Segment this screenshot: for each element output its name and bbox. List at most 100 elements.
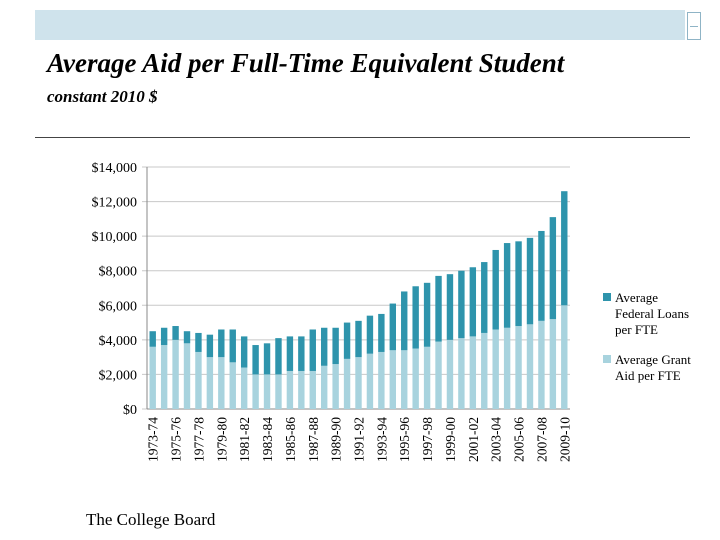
bar-loan-1980-81 [229,329,236,363]
page-title: Average Aid per Full-Time Equivalent Stu… [47,48,565,78]
bar-grant-1998-99 [435,341,442,409]
x-tick-label: 1977-78 [191,417,206,462]
bar-loan-1988-89 [321,327,328,366]
bar-grant-1974-75 [160,345,168,409]
y-tick-label: $0 [123,403,137,418]
bar-grant-2007-08 [538,320,545,409]
bar-grant-1975-76 [172,339,179,409]
bar-grant-1987-88 [309,370,316,409]
bar-grant-2002-03 [481,332,488,409]
bar-loan-1991-92 [355,320,362,358]
bar-grant-1991-92 [355,357,362,409]
legend-label: Average Grant Aid per FTE [615,352,691,383]
legend-swatch [603,293,611,301]
bar-grant-1990-91 [343,358,351,409]
bar-loan-1974-75 [160,327,168,346]
y-tick-label: $14,000 [92,161,138,176]
bar-loan-1977-78 [195,332,202,352]
bar-loan-1986-87 [298,336,305,371]
bar-grant-1977-78 [195,351,202,409]
bar-loan-2007-08 [538,230,545,321]
x-tick-label: 1973-74 [146,417,161,462]
bar-loan-1979-80 [218,329,225,358]
bar-loan-1978-79 [206,334,214,358]
bar-loan-1995-96 [401,291,408,351]
bar-loan-1982-83 [252,345,259,375]
bar-grant-1976-77 [183,343,191,409]
bar-grant-2009-10 [561,305,568,409]
bar-loan-1998-99 [435,275,442,342]
y-tick-label: $6,000 [99,299,138,314]
legend-label: Average Federal Loans per FTE [615,290,689,337]
y-tick-label: $12,000 [92,196,138,211]
bar-loan-1999-00 [446,274,454,340]
x-tick-label: 1991-92 [352,417,367,462]
x-tick-label: 2007-08 [534,417,549,462]
x-tick-label: 2001-02 [466,417,481,462]
bar-grant-2000-01 [458,338,465,409]
bar-grant-1994-95 [389,350,396,409]
bar-loan-2004-05 [503,243,511,328]
bar-loan-1989-90 [332,327,339,365]
bar-grant-1980-81 [229,362,236,409]
y-tick-label: $4,000 [99,334,138,349]
bar-loan-1981-82 [240,336,248,368]
header-band [35,10,685,40]
bar-grant-2005-06 [515,326,522,409]
x-tick-label: 2003-04 [489,417,504,462]
bar-grant-1983-84 [263,374,271,409]
bar-loan-2002-03 [481,262,488,333]
x-tick-label: 1999-00 [443,417,458,462]
bar-grant-2001-02 [469,336,477,409]
bar-grant-2006-07 [526,324,534,409]
bar-loan-1985-86 [286,336,294,371]
bar-grant-1988-89 [321,365,328,409]
bar-loan-1973-74 [149,331,156,347]
bar-grant-2003-04 [492,329,499,409]
bar-loan-1976-77 [183,331,191,344]
bar-grant-1992-93 [366,353,374,409]
bar-grant-1984-85 [275,374,282,409]
bar-grant-1982-83 [252,374,259,409]
bar-loan-2006-07 [526,237,534,325]
bar-loan-1996-97 [412,286,419,349]
x-tick-label: 1975-76 [169,417,184,462]
y-tick-label: $8,000 [99,265,138,280]
bar-loan-2005-06 [515,241,522,327]
bar-grant-1979-80 [218,357,225,409]
bar-loan-1987-88 [309,329,316,371]
bar-grant-1993-94 [378,351,385,409]
bar-grant-2004-05 [503,327,511,409]
y-tick-label: $10,000 [92,230,138,245]
bar-loan-1992-93 [366,315,374,354]
bar-grant-1981-82 [240,367,248,409]
x-tick-label: 1987-88 [306,417,321,462]
bar-loan-2001-02 [469,267,477,337]
bar-loan-1990-91 [343,322,351,359]
x-tick-label: 1997-98 [420,417,435,462]
bar-loan-2003-04 [492,249,499,330]
bar-loan-1994-95 [389,303,396,351]
bar-loan-1993-94 [378,313,385,352]
bar-loan-1984-85 [275,338,282,375]
x-tick-label: 2005-06 [512,417,527,462]
x-tick-label: 1989-90 [329,417,344,462]
x-tick-label: 1995-96 [397,417,412,462]
bar-grant-1995-96 [401,350,408,409]
bar-grant-1978-79 [206,357,214,409]
x-tick-label: 1985-86 [283,417,298,462]
bar-grant-1997-98 [423,346,431,409]
bar-loan-2000-01 [458,270,465,339]
x-tick-label: 1983-84 [260,417,275,462]
legend-swatch [603,355,611,363]
bar-grant-1985-86 [286,370,294,409]
bar-loan-1975-76 [172,326,179,340]
bar-grant-2008-09 [549,319,557,409]
bar-loan-2008-09 [549,217,557,320]
y-tick-label: $2,000 [99,368,138,383]
x-tick-label: 2009-10 [557,417,572,462]
title-divider [35,137,690,138]
bar-grant-1973-74 [149,346,156,409]
bar-grant-1996-97 [412,348,419,409]
